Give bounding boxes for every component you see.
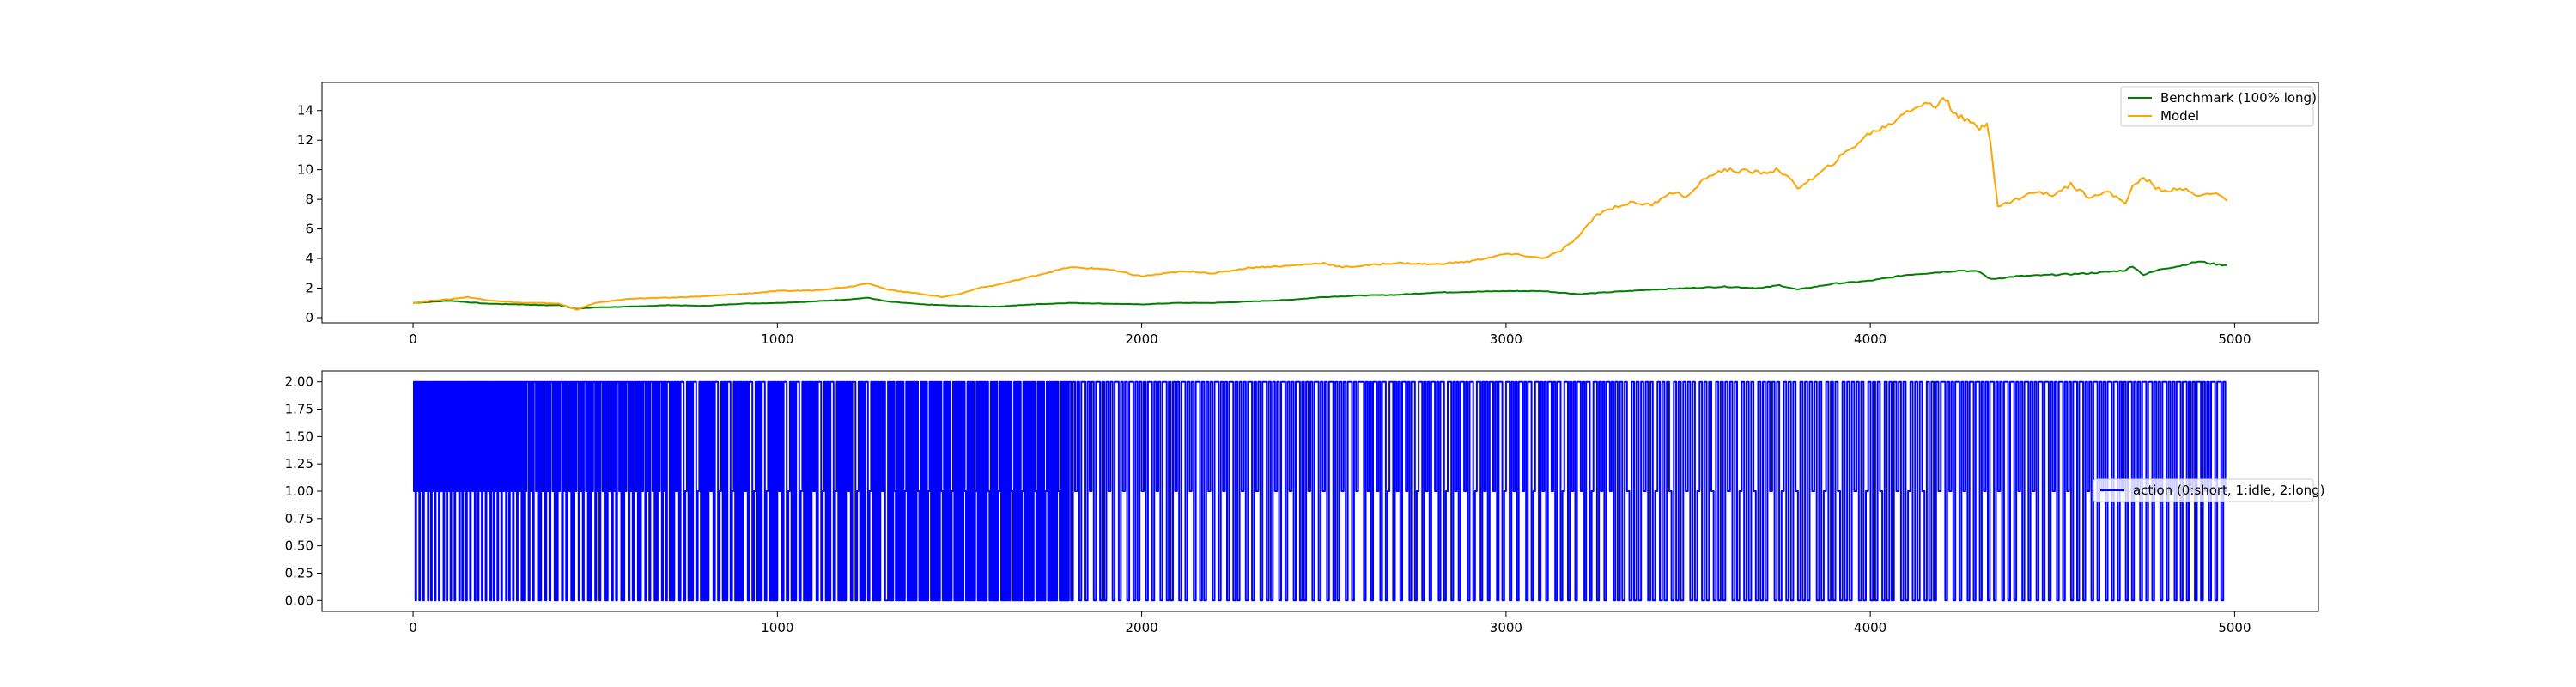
- y-tick-label: 10: [297, 162, 313, 178]
- equity-chart-marks: [412, 97, 2228, 311]
- x-tick-label: 5000: [2218, 331, 2251, 347]
- action-chart: 0 1000 2000 3000 4000 5000 0.00 0.25 0.50 0.75 1.…: [285, 370, 2325, 635]
- y-tick-label: 1.50: [285, 429, 313, 444]
- legend-label-model: Model: [2160, 108, 2199, 124]
- equity-chart-legend: Benchmark (100% long) Model: [2120, 86, 2317, 127]
- action-chart-frame: [321, 370, 2319, 612]
- y-tick-label: 6: [305, 222, 313, 237]
- x-tick-label: 0: [409, 331, 417, 347]
- action-chart-marks: [413, 380, 2227, 602]
- action-chart-legend: action (0:short, 1:idle, 2:long): [2093, 478, 2325, 502]
- x-tick-label: 4000: [1854, 620, 1886, 635]
- x-tick-label: 1000: [761, 620, 793, 635]
- equity-chart-frame: [321, 82, 2319, 324]
- y-tick-label: 1.25: [285, 456, 313, 471]
- series-line-0: [413, 260, 2227, 310]
- series-line-0: [413, 380, 2227, 602]
- x-tick-label: 3000: [1490, 620, 1522, 635]
- y-tick-label: 0.75: [285, 511, 313, 526]
- y-tick-label: 12: [297, 132, 313, 148]
- legend-box: [2093, 478, 2314, 502]
- legend-label-action: action (0:short, 1:idle, 2:long): [2133, 483, 2325, 498]
- y-tick-label: 2.00: [285, 374, 313, 390]
- y-tick-label: 4: [305, 251, 313, 266]
- x-tick-label: 1000: [761, 331, 793, 347]
- x-tick-label: 2000: [1126, 620, 1158, 635]
- y-tick-label: 2: [305, 281, 313, 296]
- x-tick-label: 5000: [2218, 620, 2251, 635]
- y-tick-label: 0: [305, 310, 313, 325]
- y-tick-label: 14: [297, 103, 313, 119]
- legend-label-benchmark: Benchmark (100% long): [2160, 90, 2317, 106]
- x-tick-label: 3000: [1490, 331, 1522, 347]
- action-chart-y-ticks: 0.00 0.25 0.50 0.75 1.00 1.25 1.50 1.75 2.00: [285, 374, 322, 608]
- series-line-1: [412, 97, 2228, 311]
- action-chart-x-ticks: 0 1000 2000 3000 4000 5000: [409, 611, 2251, 635]
- x-tick-label: 4000: [1854, 331, 1886, 347]
- x-tick-label: 0: [409, 620, 417, 635]
- y-tick-label: 1.75: [285, 402, 313, 417]
- equity-chart-y-ticks: 0 2 4 6 8 10 12 14: [297, 103, 322, 325]
- y-tick-label: 0.00: [285, 593, 313, 608]
- y-tick-label: 1.00: [285, 483, 313, 499]
- y-tick-label: 0.50: [285, 538, 313, 554]
- equity-chart-x-ticks: 0 1000 2000 3000 4000 5000: [409, 323, 2251, 347]
- x-tick-label: 2000: [1126, 331, 1158, 347]
- legend-box: [2120, 86, 2314, 127]
- y-tick-label: 8: [305, 192, 313, 207]
- equity-chart: 0 1000 2000 3000 4000 5000 0 2 4 6 8 10 12 14 Benchm…: [297, 82, 2319, 347]
- y-tick-label: 0.25: [285, 565, 313, 581]
